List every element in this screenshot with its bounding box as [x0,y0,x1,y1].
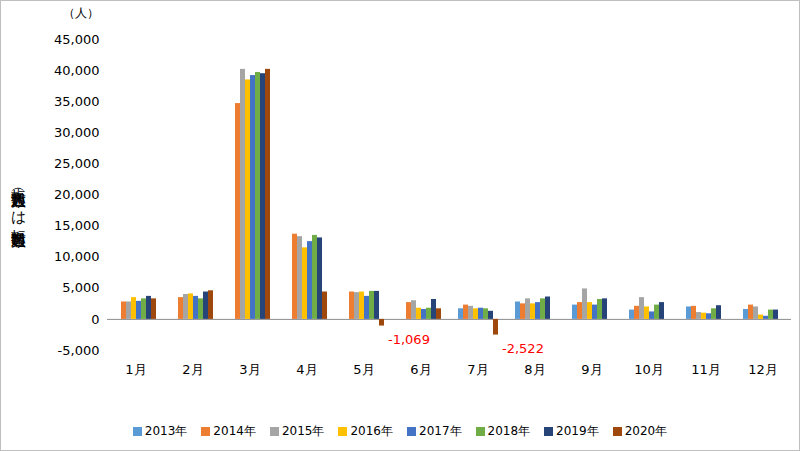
svg-text:0: 0 [91,312,99,327]
html-text:2020年: 2020年 [624,424,668,438]
svg-text:-5,000: -5,000 [58,343,100,358]
svg-text:-1,069: -1,069 [388,332,430,347]
svg-text:2月: 2月 [182,362,203,377]
html-text:2016年: 2016年 [350,424,393,438]
svg-text:5月: 5月 [353,362,374,377]
svg-text:9月: 9月 [581,362,602,377]
svg-text:3月: 3月 [239,362,260,377]
svg-text:6月: 6月 [410,362,431,377]
svg-text:15,000: 15,000 [54,218,100,233]
svg-text:25,000: 25,000 [54,156,100,171]
svg-text:20,000: 20,000 [54,187,100,202]
svg-text:10月: 10月 [634,362,664,377]
svg-text:1月: 1月 [125,362,146,377]
html-text:2017年: 2017年 [419,424,462,438]
svg-text:-2,522: -2,522 [502,341,544,356]
html-text:2013年: 2013年 [144,424,188,438]
html-text:転入超過数（－は転出超過数）: 転入超過数（－は転出超過数） [9,178,28,224]
svg-text:4月: 4月 [296,362,317,377]
svg-text:40,000: 40,000 [54,63,100,78]
svg-text:30,000: 30,000 [54,125,100,140]
html-text:2019年: 2019年 [556,424,599,438]
svg-text:10,000: 10,000 [54,249,100,264]
svg-text:35,000: 35,000 [54,94,100,109]
html-text:2018年: 2018年 [487,424,531,438]
html-text:2014年: 2014年 [213,424,256,438]
svg-text:7月: 7月 [467,362,488,377]
html-text:（人）: （人） [63,6,99,20]
svg-text:5,000: 5,000 [62,280,99,295]
svg-text:11月: 11月 [691,362,721,377]
svg-text:12月: 12月 [748,362,778,377]
svg-text:8月: 8月 [524,362,545,377]
svg-text:45,000: 45,000 [54,32,100,47]
html-text:2015年: 2015年 [281,424,325,438]
